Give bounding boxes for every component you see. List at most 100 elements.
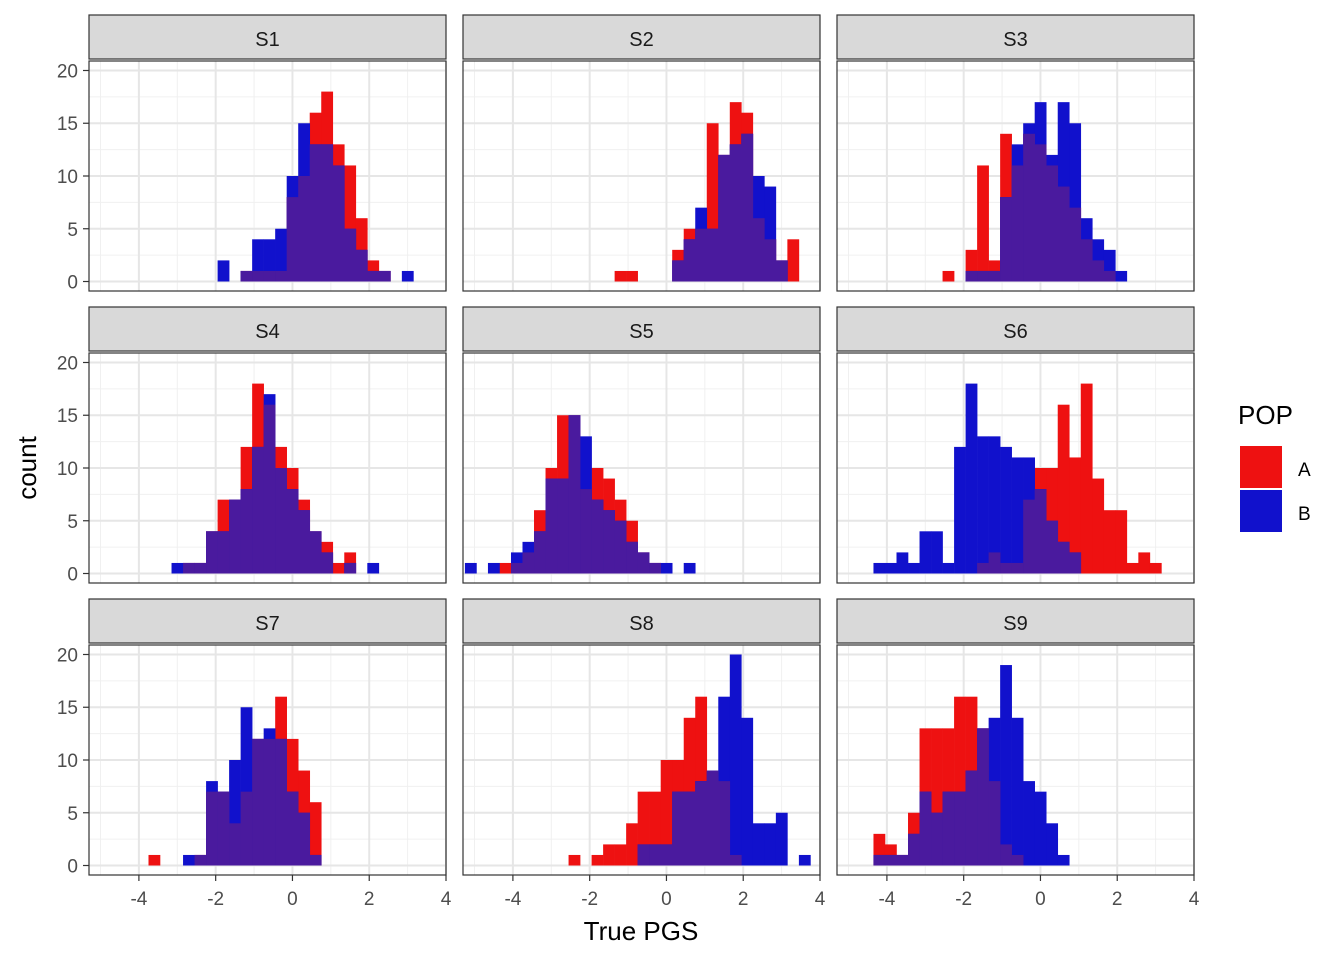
bar-pop-b bbox=[954, 446, 966, 574]
bar-overlap bbox=[557, 478, 569, 574]
legend: POP A B bbox=[1238, 400, 1311, 532]
panel-border bbox=[836, 352, 1195, 584]
bar-overlap bbox=[988, 270, 1001, 282]
bar-pop-b bbox=[977, 436, 989, 574]
bar-pop-b bbox=[896, 552, 909, 574]
bar-overlap bbox=[332, 165, 345, 282]
bar-overlap bbox=[683, 791, 696, 866]
bar-pop-a bbox=[1149, 562, 1162, 574]
bar-pop-b bbox=[1034, 791, 1047, 866]
bar-overlap bbox=[741, 133, 754, 282]
bar-overlap bbox=[683, 239, 696, 282]
bar-overlap bbox=[649, 844, 661, 866]
bar-overlap bbox=[298, 176, 311, 282]
bar-overlap bbox=[614, 520, 627, 574]
facet-label: S5 bbox=[629, 321, 653, 343]
bar-overlap bbox=[275, 738, 287, 866]
bar-pop-b bbox=[683, 562, 696, 574]
bar-overlap bbox=[908, 833, 920, 866]
bar-pop-b bbox=[873, 562, 886, 574]
y-tick-label: 5 bbox=[67, 804, 78, 825]
bar-pop-b bbox=[764, 186, 777, 282]
x-tick-label: -2 bbox=[207, 889, 224, 910]
facet-s2: S2 bbox=[462, 14, 821, 292]
bar-overlap bbox=[309, 854, 322, 866]
bar-pop-b bbox=[775, 812, 788, 866]
facet-label: S4 bbox=[255, 321, 279, 343]
bar-pop-b bbox=[931, 531, 943, 574]
bar-pop-b bbox=[919, 531, 932, 574]
bar-overlap bbox=[240, 791, 253, 866]
x-tick-label: 2 bbox=[364, 889, 375, 910]
bar-overlap bbox=[1023, 499, 1035, 574]
bar-overlap bbox=[977, 728, 989, 866]
x-tick-label: 0 bbox=[661, 889, 672, 910]
bar-pop-a bbox=[649, 791, 661, 866]
bar-pop-b bbox=[487, 562, 500, 574]
facet-label: S9 bbox=[1003, 613, 1027, 635]
bar-pop-b bbox=[263, 239, 276, 282]
bar-overlap bbox=[942, 791, 955, 866]
bar-pop-b bbox=[798, 854, 811, 866]
bar-overlap bbox=[206, 531, 218, 574]
bar-overlap bbox=[263, 404, 276, 574]
facet-strip bbox=[462, 598, 821, 644]
bar-pop-a bbox=[1126, 562, 1139, 574]
bar-overlap bbox=[1057, 541, 1070, 574]
bar-pop-b bbox=[464, 562, 477, 574]
bar-overlap bbox=[534, 531, 546, 574]
bar-pop-a bbox=[148, 854, 161, 866]
legend-label-b: B bbox=[1298, 504, 1311, 525]
bar-pop-a bbox=[344, 165, 357, 282]
facet-label: S8 bbox=[629, 613, 653, 635]
x-tick-label: -4 bbox=[130, 889, 147, 910]
bar-overlap bbox=[637, 552, 650, 574]
facet-s6: S6 bbox=[836, 306, 1195, 584]
facet-strip bbox=[836, 14, 1195, 60]
bar-pop-b bbox=[1011, 717, 1024, 866]
panel-border bbox=[836, 60, 1195, 292]
bar-pop-a bbox=[660, 760, 673, 866]
bar-pop-a bbox=[499, 562, 512, 574]
bar-overlap bbox=[649, 562, 661, 574]
bar-pop-b bbox=[988, 436, 1001, 574]
facet-strip bbox=[836, 598, 1195, 644]
x-tick-label: -2 bbox=[581, 889, 598, 910]
legend-title: POP bbox=[1238, 400, 1293, 430]
bar-overlap bbox=[775, 260, 788, 282]
bar-pop-a bbox=[1057, 404, 1070, 574]
bar-overlap bbox=[321, 552, 334, 574]
bar-pop-b bbox=[229, 760, 241, 866]
bar-overlap bbox=[1103, 270, 1116, 282]
bar-overlap bbox=[263, 738, 276, 866]
bar-overlap bbox=[194, 562, 207, 574]
bar-overlap bbox=[965, 270, 978, 282]
bar-pop-a bbox=[309, 802, 322, 866]
bar-overlap bbox=[275, 468, 287, 574]
bar-pop-b bbox=[942, 562, 955, 574]
bar-pop-a bbox=[568, 854, 581, 866]
x-axis-title: True PGS bbox=[584, 916, 699, 946]
x-tick-label: 0 bbox=[1035, 889, 1046, 910]
bar-overlap bbox=[286, 489, 299, 574]
y-tick-label: 0 bbox=[67, 857, 78, 878]
bar-overlap bbox=[1069, 552, 1082, 574]
y-tick-label: 10 bbox=[57, 459, 78, 480]
bar-pop-b bbox=[1011, 457, 1024, 574]
x-tick-label: -4 bbox=[504, 889, 521, 910]
facet-strip bbox=[462, 14, 821, 60]
bar-pop-a bbox=[931, 728, 943, 866]
bar-pop-a bbox=[591, 854, 604, 866]
bar-pop-a bbox=[1080, 383, 1093, 574]
bar-overlap bbox=[977, 270, 989, 282]
y-axis-title: count bbox=[12, 435, 42, 499]
bar-overlap bbox=[367, 270, 380, 282]
facet-strip bbox=[88, 14, 447, 60]
bar-pop-b bbox=[275, 228, 287, 282]
x-tick-label: 4 bbox=[815, 889, 826, 910]
facet-s1: S1 0 5 10 15 20 bbox=[57, 14, 447, 294]
bar-pop-b bbox=[660, 562, 673, 574]
bar-overlap bbox=[695, 228, 708, 282]
bar-pop-a bbox=[942, 270, 955, 282]
